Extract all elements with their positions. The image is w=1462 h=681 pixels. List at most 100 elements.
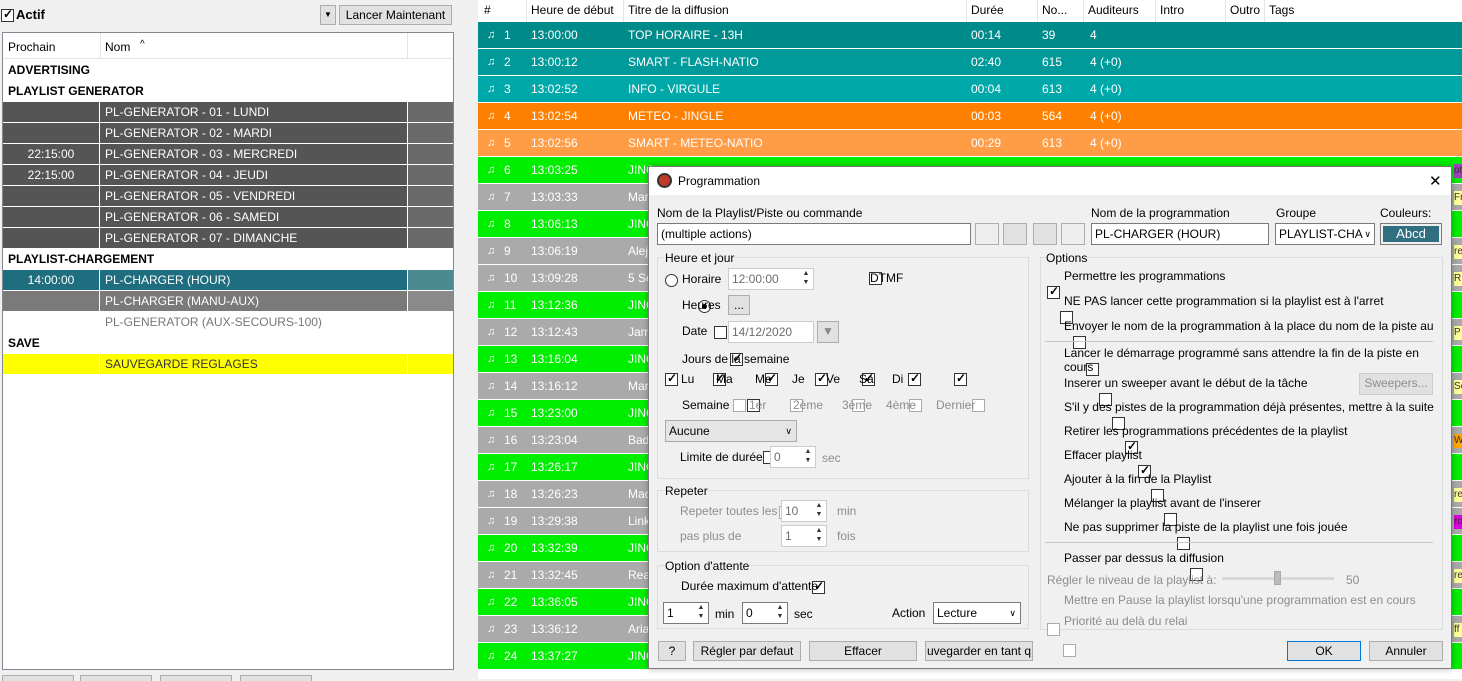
week-checkbox[interactable] bbox=[733, 399, 746, 413]
col-titre[interactable]: Titre de la diffusion bbox=[628, 3, 729, 17]
groupe-select[interactable]: PLAYLIST-CHA ∨ bbox=[1275, 223, 1375, 245]
col-outro[interactable]: Outro bbox=[1230, 3, 1261, 17]
option-checkbox[interactable] bbox=[1177, 536, 1190, 550]
week-checkbox[interactable] bbox=[852, 399, 865, 413]
effacer-button[interactable]: Effacer bbox=[809, 641, 917, 661]
tree-row[interactable]: 22:15:00 PL-GENERATOR - 03 - MERCREDI bbox=[3, 144, 453, 165]
col-heure[interactable]: Heure de début bbox=[531, 3, 614, 17]
broadcast-row[interactable]: ♫ 5 13:02:56 SMART - METEO-NATIO 00:29 613 4 (… bbox=[478, 130, 1462, 157]
tree-row[interactable]: PL-GENERATOR - 05 - VENDREDI bbox=[3, 186, 453, 207]
date-checkbox[interactable] bbox=[714, 326, 728, 340]
day-checkbox-ve[interactable] bbox=[862, 371, 875, 387]
day-checkbox-ma[interactable] bbox=[713, 371, 726, 387]
spinner-icon[interactable]: ▲ ▼ bbox=[804, 448, 812, 464]
column-nom[interactable]: Nom bbox=[105, 40, 131, 54]
save-as-button[interactable]: uvegarder en tant q bbox=[925, 641, 1033, 661]
option-checkbox[interactable] bbox=[1138, 463, 1151, 478]
option-checkbox[interactable] bbox=[1099, 392, 1112, 406]
option-checkbox[interactable] bbox=[1073, 335, 1086, 349]
tree-row[interactable]: PL-GENERATOR - 01 - LUNDI bbox=[3, 102, 453, 123]
broadcast-row[interactable]: ♫ 2 13:00:12 SMART - FLASH-NATIO 02:40 615 4 (… bbox=[478, 49, 1462, 76]
annuler-button[interactable]: Annuler bbox=[1369, 641, 1443, 661]
close-icon[interactable]: ✕ bbox=[1429, 173, 1442, 190]
prog-name-input[interactable]: PL-CHARGER (HOUR) bbox=[1091, 223, 1269, 245]
niveau-slider[interactable] bbox=[1222, 571, 1334, 585]
calendar-dropdown-button[interactable]: ▼ bbox=[817, 321, 839, 343]
semaine-checkbox[interactable] bbox=[746, 399, 760, 413]
aucune-select[interactable]: Aucune ∨ bbox=[665, 420, 797, 442]
pause-checkbox[interactable] bbox=[1047, 622, 1060, 636]
tree-row[interactable]: PL-GENERATOR (AUX-SECOURS-100) bbox=[3, 312, 453, 333]
clear-icon[interactable] bbox=[1061, 223, 1085, 245]
tree-row[interactable]: 22:15:00 PL-GENERATOR - 04 - JEUDI bbox=[3, 165, 453, 186]
day-checkbox-je[interactable] bbox=[815, 371, 828, 387]
tree-row[interactable]: PL-GENERATOR - 07 - DIMANCHE bbox=[3, 228, 453, 249]
spinner-icon[interactable]: ▲ ▼ bbox=[815, 502, 823, 518]
col-number[interactable]: # bbox=[484, 3, 491, 17]
dtmf-checkbox[interactable] bbox=[869, 272, 883, 286]
tree-group[interactable]: SAVE bbox=[3, 333, 453, 354]
day-checkbox-di[interactable] bbox=[954, 371, 967, 387]
sweepers-button[interactable]: Sweepers... bbox=[1359, 373, 1433, 395]
tree-row[interactable]: PL-GENERATOR - 06 - SAMEDI bbox=[3, 207, 453, 228]
tree-group[interactable]: PLAYLIST GENERATOR bbox=[3, 81, 453, 102]
edit-icon[interactable] bbox=[975, 223, 999, 245]
tree-group[interactable]: ADVERTISING bbox=[3, 60, 453, 81]
limite-input[interactable]: 0 ▲ ▼ bbox=[770, 446, 816, 468]
broadcast-row[interactable]: ♫ 1 13:00:00 TOP HORAIRE - 13H 00:14 39 4 bbox=[478, 22, 1462, 49]
spinner-icon[interactable]: ▲ ▼ bbox=[802, 270, 810, 286]
slider-thumb[interactable] bbox=[1274, 571, 1281, 585]
option-checkbox[interactable] bbox=[1125, 439, 1138, 454]
help-button[interactable]: ? bbox=[658, 641, 686, 661]
broadcast-row[interactable]: ♫ 4 13:02:54 METEO - JINGLE 00:03 564 4 (+0) bbox=[478, 103, 1462, 130]
ok-button[interactable]: OK bbox=[1287, 641, 1361, 661]
launch-now-button[interactable]: Lancer Maintenant bbox=[339, 5, 452, 25]
option-checkbox[interactable] bbox=[1047, 284, 1060, 299]
horaire-input[interactable]: 12:00:00 ▲ ▼ bbox=[728, 268, 814, 290]
repeter-toutes-input[interactable]: 10 ▲ ▼ bbox=[781, 500, 827, 522]
spinner-icon[interactable]: ▲ ▼ bbox=[697, 604, 705, 620]
col-auditeurs[interactable]: Auditeurs bbox=[1088, 3, 1139, 17]
tree-row[interactable]: PL-GENERATOR - 02 - MARDI bbox=[3, 123, 453, 144]
tree-row[interactable]: 14:00:00 PL-CHARGER (HOUR) bbox=[3, 270, 453, 291]
col-duree[interactable]: Durée bbox=[971, 3, 1004, 17]
tree-group[interactable]: PLAYLIST-CHARGEMENT bbox=[3, 249, 453, 270]
spinner-icon[interactable]: ▲ ▼ bbox=[776, 604, 784, 620]
jours-checkbox[interactable] bbox=[730, 351, 744, 367]
option-checkbox[interactable] bbox=[1151, 488, 1164, 502]
broadcast-row[interactable]: ♫ 3 13:02:52 INFO - VIRGULE 00:04 613 4 (+0) bbox=[478, 76, 1462, 103]
tree-row[interactable]: SAUVEGARDE REGLAGES bbox=[3, 354, 453, 375]
option-checkbox[interactable] bbox=[1086, 362, 1099, 376]
heures-radio[interactable] bbox=[697, 300, 711, 314]
action-select[interactable]: Lecture ∨ bbox=[933, 602, 1021, 624]
priorite-checkbox[interactable] bbox=[1063, 643, 1077, 657]
option-checkbox[interactable] bbox=[1190, 567, 1203, 581]
default-button[interactable]: Régler par defaut bbox=[693, 641, 801, 661]
note-icon[interactable] bbox=[1003, 223, 1027, 245]
day-checkbox-lu[interactable] bbox=[665, 371, 678, 387]
day-checkbox-me[interactable] bbox=[765, 371, 778, 387]
date-input[interactable]: 14/12/2020 bbox=[728, 321, 814, 343]
pas-plus-input[interactable]: 1 ▲ ▼ bbox=[781, 525, 827, 547]
attente-sec-input[interactable]: 0 ▲ ▼ bbox=[742, 602, 788, 624]
col-intro[interactable]: Intro bbox=[1160, 3, 1185, 17]
actif-checkbox[interactable] bbox=[1, 7, 14, 23]
tree-row[interactable]: PL-CHARGER (MANU-AUX) bbox=[3, 291, 453, 312]
option-checkbox[interactable] bbox=[1112, 416, 1125, 430]
name-input[interactable]: (multiple actions) bbox=[657, 223, 971, 245]
color-picker[interactable]: Abcd bbox=[1380, 223, 1442, 245]
option-checkbox[interactable] bbox=[1164, 512, 1177, 526]
column-prochain[interactable]: Prochain bbox=[8, 40, 56, 54]
week-checkbox[interactable] bbox=[909, 399, 922, 413]
col-tags[interactable]: Tags bbox=[1269, 3, 1295, 17]
dropdown-arrow-button[interactable]: ▼ bbox=[320, 5, 336, 25]
attente-min-input[interactable]: 1 ▲ ▼ bbox=[663, 602, 709, 624]
list-icon[interactable] bbox=[1033, 223, 1057, 245]
week-checkbox[interactable] bbox=[972, 399, 985, 413]
week-checkbox[interactable] bbox=[790, 399, 803, 413]
heures-ellipsis-button[interactable]: ... bbox=[728, 295, 750, 315]
duree-max-checkbox[interactable] bbox=[812, 579, 826, 595]
spinner-icon[interactable]: ▲ ▼ bbox=[815, 527, 823, 543]
option-checkbox[interactable] bbox=[1060, 310, 1073, 324]
horaire-radio[interactable] bbox=[665, 274, 678, 288]
